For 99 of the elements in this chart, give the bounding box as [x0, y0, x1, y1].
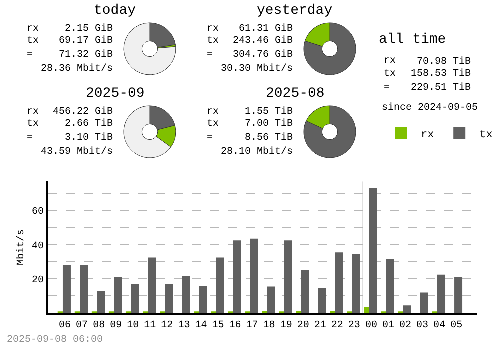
- text: tx: [27, 36, 40, 47]
- x-tick-label: 09: [110, 320, 122, 332]
- x-tick-label: 22: [331, 320, 344, 332]
- bar: [182, 276, 190, 314]
- text: =: [207, 50, 214, 61]
- x-tick-label: 04: [434, 320, 446, 332]
- text: 304.76 GiB: [233, 49, 294, 61]
- text: 2025-09-08 06:00: [7, 335, 104, 346]
- text: 3.10 TiB: [65, 132, 114, 144]
- x-tick-label: 18: [263, 320, 276, 332]
- x-tick-label: 02: [399, 320, 412, 332]
- text: 43.59 Mbit/s: [41, 146, 114, 158]
- x-tick-label: 06: [59, 320, 72, 332]
- text: 8.56 TiB: [245, 132, 294, 144]
- text: rx: [207, 24, 220, 35]
- bar: [420, 292, 428, 314]
- text: 229.51 TiB: [411, 82, 472, 94]
- text: 456.22 GiB: [53, 106, 114, 118]
- text: =: [27, 50, 34, 61]
- x-tick-label: 11: [144, 320, 156, 332]
- text: all time: [379, 32, 446, 48]
- text: 7.00 TiB: [245, 118, 294, 130]
- bar: [216, 258, 224, 314]
- text: 61.31 GiB: [239, 23, 294, 35]
- x-tick-label: 17: [246, 320, 258, 332]
- x-tick-label: 08: [93, 320, 106, 332]
- text: tx: [207, 36, 220, 47]
- chart-title: 2025-08: [266, 86, 325, 102]
- text: 2.15 GiB: [65, 23, 114, 35]
- y-tick-label: 20: [32, 276, 44, 287]
- text: =: [384, 83, 390, 94]
- text: 70.98 TiB: [417, 56, 472, 68]
- bar: [250, 238, 258, 314]
- bar: [148, 258, 156, 314]
- text: 158.53 TiB: [411, 68, 472, 80]
- donut-slice: [124, 22, 176, 76]
- x-tick-label: 10: [127, 320, 140, 332]
- bar: [267, 286, 276, 314]
- text: since 2024-09-05: [382, 102, 478, 114]
- text: tx: [384, 69, 396, 80]
- bar: [114, 277, 122, 314]
- x-tick-label: 20: [297, 320, 310, 332]
- y-axis-title: Mbit/s: [15, 229, 28, 266]
- x-tick-label: 19: [280, 320, 292, 332]
- x-tick-label: 01: [382, 320, 394, 332]
- bar: [335, 252, 344, 314]
- bar: [62, 265, 71, 314]
- bar: [165, 284, 174, 314]
- bar: [454, 277, 463, 314]
- bar: [403, 306, 412, 314]
- text: tx: [207, 119, 220, 130]
- text: 243.46 GiB: [233, 35, 294, 47]
- x-tick-label: 05: [450, 320, 463, 332]
- x-tick-label: 00: [365, 320, 378, 332]
- bar: [364, 306, 370, 314]
- legend-label: rx: [421, 129, 435, 142]
- text: rx: [384, 56, 396, 67]
- chart-title: 2025-09: [86, 86, 145, 102]
- bar: [233, 240, 242, 314]
- text: rx: [27, 24, 40, 35]
- chart-title: today: [94, 3, 136, 19]
- bar: [438, 274, 446, 314]
- bar: [352, 254, 360, 314]
- legend-label: tx: [480, 129, 494, 142]
- y-tick-label: 40: [32, 241, 44, 252]
- x-tick-label: 23: [348, 320, 360, 332]
- bar: [369, 188, 378, 314]
- x-tick-label: 21: [314, 320, 326, 332]
- y-tick-label: 60: [32, 207, 44, 218]
- text: rx: [27, 107, 40, 118]
- text: 69.17 GiB: [59, 35, 114, 47]
- bar: [97, 291, 106, 314]
- x-tick-label: 12: [161, 320, 174, 332]
- donut-slice: [304, 22, 356, 76]
- bar: [301, 270, 310, 314]
- chart-title: yesterday: [257, 3, 333, 19]
- text: 1.55 TiB: [245, 106, 294, 118]
- text: 71.32 GiB: [59, 49, 114, 61]
- bar: [386, 259, 394, 314]
- bar: [318, 288, 326, 314]
- text: =: [27, 133, 34, 144]
- bar: [131, 284, 140, 314]
- x-tick-label: 14: [195, 320, 208, 332]
- x-tick-label: 16: [229, 320, 242, 332]
- bar: [284, 240, 292, 314]
- text: 30.30 Mbit/s: [221, 63, 294, 75]
- bar: [199, 286, 208, 314]
- x-tick-label: 03: [416, 320, 429, 332]
- donut-slice: [304, 106, 356, 158]
- x-tick-label: 07: [76, 320, 88, 332]
- text: rx: [207, 107, 220, 118]
- text: tx: [27, 119, 40, 130]
- bar: [80, 265, 88, 314]
- text: =: [207, 133, 214, 144]
- text: 2.66 TiB: [65, 118, 114, 130]
- x-tick-label: 15: [212, 320, 224, 332]
- text: 28.36 Mbit/s: [41, 63, 114, 75]
- x-tick-label: 13: [178, 320, 190, 332]
- text: 28.10 Mbit/s: [221, 146, 294, 158]
